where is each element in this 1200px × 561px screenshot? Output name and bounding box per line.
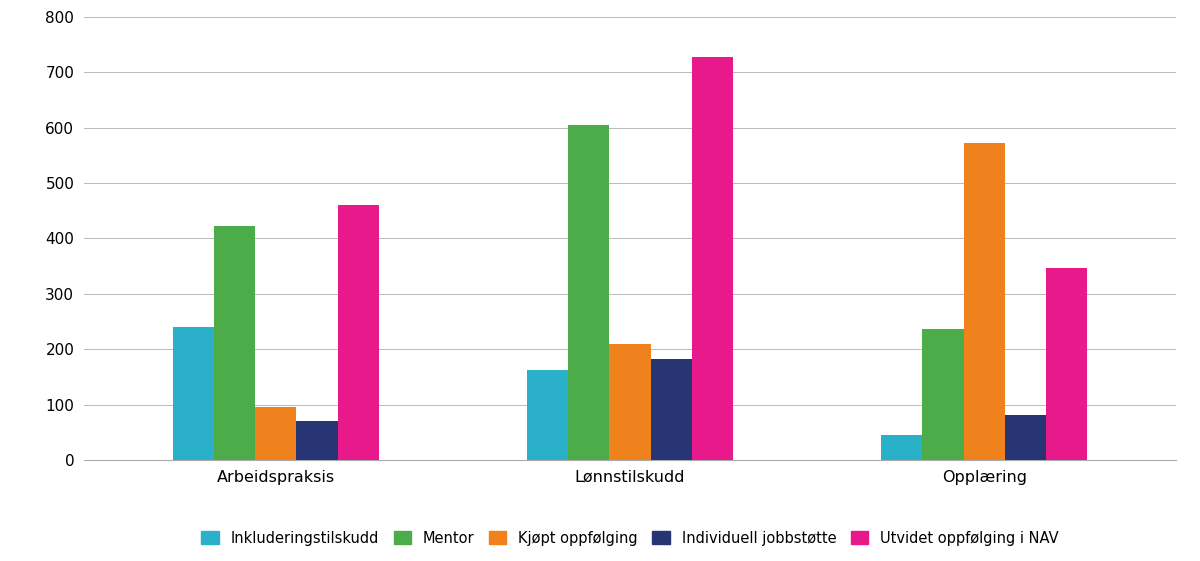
Legend: Inkluderingstilskudd, Mentor, Kjøpt oppfølging, Individuell jobbstøtte, Utvidet : Inkluderingstilskudd, Mentor, Kjøpt oppf… — [196, 525, 1064, 551]
Bar — [568, 126, 610, 460]
Bar — [1046, 268, 1087, 460]
Bar — [338, 205, 379, 460]
Bar — [296, 421, 338, 460]
Bar — [527, 370, 568, 460]
Bar — [964, 143, 1004, 460]
Bar — [256, 407, 296, 460]
Bar — [1004, 415, 1046, 460]
Bar — [692, 57, 733, 460]
Bar — [173, 327, 214, 460]
Bar — [214, 226, 256, 460]
Bar — [610, 344, 650, 460]
Bar — [922, 329, 964, 460]
Bar — [881, 435, 922, 460]
Bar — [650, 358, 692, 460]
